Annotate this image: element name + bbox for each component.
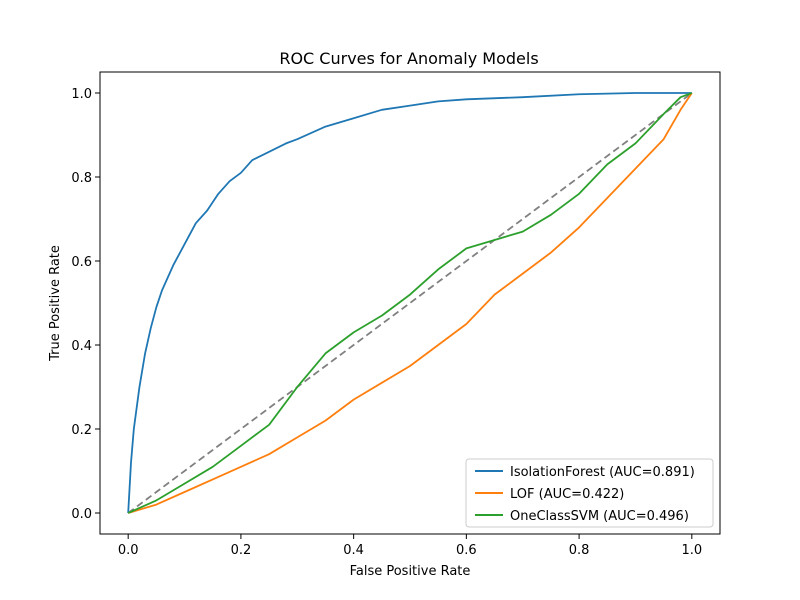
chart-title: ROC Curves for Anomaly Models (279, 49, 538, 68)
series-layer (127, 92, 693, 514)
y-tick-label: 0.0 (71, 507, 92, 522)
plot-area (99, 71, 721, 535)
roc-line-isolationforest (127, 92, 692, 514)
roc-line-lof (127, 92, 693, 514)
x-tick-label: 0.6 (456, 543, 477, 558)
x-tick-label: 0.2 (231, 543, 252, 558)
x-tick-label: 0.0 (118, 543, 139, 558)
y-tick-label: 0.8 (71, 171, 92, 186)
roc-line-oneclasssvm (127, 92, 693, 514)
x-axis-label: False Positive Rate (350, 564, 471, 579)
legend-label-lof: LOF (AUC=0.422) (510, 487, 624, 502)
legend-label-isolationforest: IsolationForest (AUC=0.891) (510, 465, 695, 480)
legend-label-oneclasssvm: OneClassSVM (AUC=0.496) (510, 509, 689, 524)
y-axis-ticks: 0.0 0.2 0.4 0.6 0.8 1.0 (71, 87, 100, 522)
legend-box (465, 458, 714, 528)
y-tick-label: 1.0 (71, 87, 92, 102)
plot-frame (99, 71, 721, 535)
y-tick-label: 0.6 (71, 255, 92, 270)
x-tick-label: 0.4 (343, 543, 364, 558)
chance-reference-line (127, 92, 693, 514)
y-axis-label: True Positive Rate (48, 245, 63, 362)
x-tick-label: 0.8 (569, 543, 590, 558)
x-axis-ticks: 0.0 0.2 0.4 0.6 0.8 1.0 (118, 534, 702, 558)
x-tick-label: 1.0 (681, 543, 702, 558)
y-tick-label: 0.2 (71, 423, 92, 438)
y-tick-label: 0.4 (71, 339, 92, 354)
legend: IsolationForest (AUC=0.891) LOF (AUC=0.4… (465, 458, 714, 528)
